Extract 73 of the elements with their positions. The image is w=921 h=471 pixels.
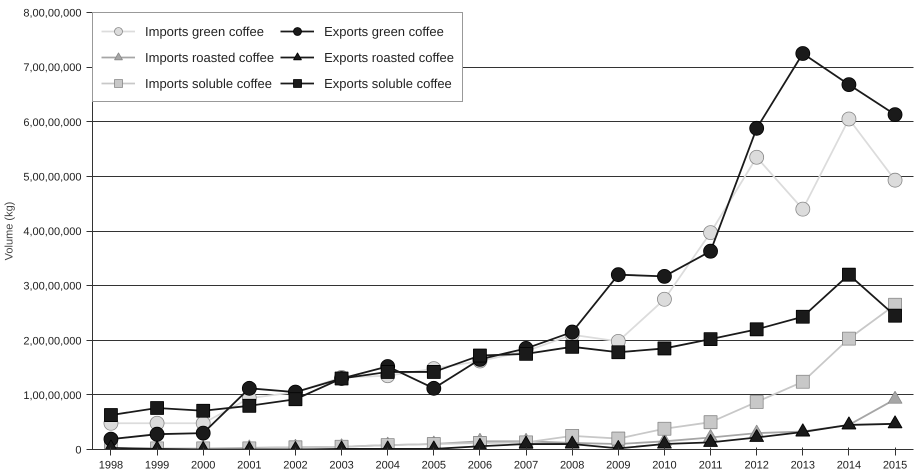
x-tick-label: 2010: [652, 460, 677, 471]
point: [888, 172, 902, 188]
point: [196, 404, 210, 418]
point: [657, 292, 672, 307]
point: [795, 202, 810, 217]
y-tick-label: 3,00,00,000: [23, 280, 82, 293]
x-tick-label: 2007: [514, 460, 538, 471]
point: [658, 342, 672, 356]
point: [288, 392, 302, 406]
x-tick-label: 2004: [375, 460, 400, 471]
y-tick-label: 0: [75, 444, 82, 456]
legend-label: Exports soluble coffee: [324, 76, 452, 90]
point: [242, 398, 256, 413]
point: [842, 112, 856, 126]
point: [750, 322, 764, 336]
legend-label: Imports green coffee: [145, 24, 264, 38]
y-axis-title: Volume (kg): [3, 202, 16, 260]
point: [704, 415, 718, 430]
point: [611, 345, 626, 360]
point: [842, 77, 856, 92]
legend-label: Imports roasted coffee: [145, 50, 274, 64]
x-tick-label: 2014: [836, 460, 862, 471]
point: [426, 365, 441, 379]
point: [380, 365, 395, 379]
point: [704, 332, 718, 346]
point: [610, 267, 626, 282]
point: [749, 120, 764, 136]
point: [473, 348, 487, 362]
x-tick-label: 2008: [560, 460, 584, 471]
point: [888, 107, 902, 122]
point: [426, 380, 442, 396]
point: [658, 422, 672, 436]
point: [565, 340, 580, 354]
point: [749, 150, 764, 165]
point: [104, 408, 118, 422]
point: [795, 46, 810, 61]
x-tick-label: 1999: [144, 460, 170, 471]
y-tick-label: 6,00,00,000: [23, 116, 82, 129]
point: [842, 332, 856, 346]
x-tick-label: 2000: [190, 460, 216, 471]
legend-label: Exports green coffee: [324, 24, 444, 38]
x-tick-label: 2011: [698, 460, 722, 471]
x-tick-label: 2012: [744, 460, 769, 471]
x-tick-label: 2001: [237, 460, 262, 471]
x-tick-label: 2002: [283, 460, 308, 471]
x-tick-label: 2003: [329, 460, 354, 471]
y-tick-label: 7,00,00,000: [23, 62, 82, 74]
x-tick-label: 1998: [98, 460, 124, 471]
y-tick-label: 1,00,00,000: [23, 390, 82, 402]
point: [796, 374, 810, 389]
point: [519, 347, 533, 361]
point: [888, 308, 902, 323]
legend-label: Imports soluble coffee: [145, 76, 272, 90]
y-tick-label: 4,00,00,000: [23, 226, 82, 238]
point: [196, 426, 211, 440]
point: [242, 380, 257, 396]
point: [796, 310, 810, 324]
x-tick-label: 2009: [606, 460, 631, 471]
x-tick-label: 2005: [422, 460, 446, 471]
point: [750, 395, 764, 409]
x-tick-label: 2015: [882, 460, 908, 471]
y-tick-label: 5,00,00,000: [23, 171, 82, 184]
y-tick-label: 2,00,00,000: [23, 335, 82, 348]
legend-label: Exports roasted coffee: [324, 50, 454, 64]
y-tick-label: 8,00,00,000: [23, 8, 82, 20]
point: [657, 268, 672, 284]
x-tick-label: 2013: [790, 460, 816, 471]
point: [703, 225, 718, 240]
point: [150, 401, 164, 415]
point: [842, 268, 856, 282]
point: [150, 426, 164, 442]
point: [703, 244, 718, 259]
x-tick-label: 2006: [468, 460, 492, 471]
